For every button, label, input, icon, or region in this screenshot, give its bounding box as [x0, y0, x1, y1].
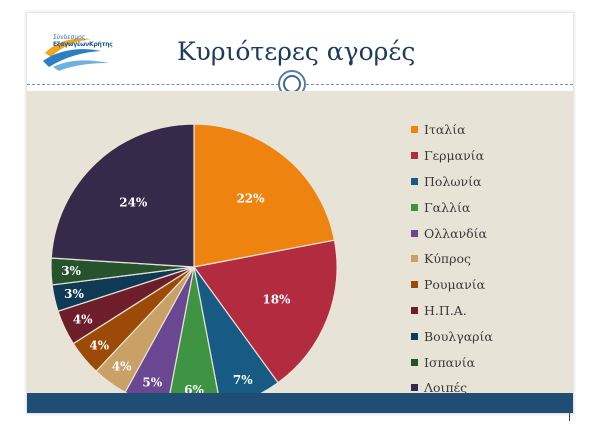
legend-item-8: Βουλγαρία	[411, 323, 561, 349]
pie-slice-label-1: 18%	[262, 293, 291, 307]
legend-swatch-4	[411, 229, 418, 237]
legend-swatch-5	[411, 255, 418, 263]
legend-item-6: Ρουμανία	[411, 272, 561, 298]
slide-header: Σύνδεσμος ΕξαγωγέωνΚρήτης Κυριότερες αγο…	[27, 13, 573, 98]
legend-item-5: Κύπρος	[411, 246, 561, 272]
legend-item-2: Πολωνία	[411, 169, 561, 195]
pie-slice-label-9: 3%	[61, 264, 81, 278]
legend-swatch-0	[411, 126, 418, 134]
legend-label-3: Γαλλία	[424, 199, 471, 215]
slide: Σύνδεσμος ΕξαγωγέωνΚρήτης Κυριότερες αγο…	[26, 12, 574, 414]
legend-item-0: Ιταλία	[411, 117, 561, 143]
pie-slice-label-4: 5%	[142, 376, 162, 390]
legend-swatch-10	[411, 384, 418, 392]
legend-label-7: Η.Π.Α.	[424, 302, 467, 318]
pie-slice-1	[192, 239, 338, 384]
legend-label-8: Βουλγαρία	[424, 328, 493, 344]
legend-swatch-8	[411, 332, 418, 340]
slide-title: Κυριότερες αγορές	[177, 37, 416, 66]
pie-slice-10	[50, 123, 195, 268]
pie-slice-label-2: 7%	[233, 373, 253, 387]
logo-line-2: ΕξαγωγέωνΚρήτης	[53, 41, 113, 48]
chart-legend: Ιταλία Γερμανία Πολωνία Γαλλία Ολλανδία Κύπρο…	[411, 117, 561, 401]
pie-slice-label-8: 3%	[64, 287, 84, 301]
pie-slice-label-7: 4%	[73, 312, 93, 326]
logo-line-1: Σύνδεσμος	[53, 34, 86, 41]
logo-text: Σύνδεσμος ΕξαγωγέωνΚρήτης	[53, 34, 143, 48]
legend-swatch-1	[411, 152, 418, 160]
legend-item-1: Γερμανία	[411, 143, 561, 169]
legend-item-4: Ολλανδία	[411, 220, 561, 246]
legend-item-3: Γαλλία	[411, 194, 561, 220]
legend-label-4: Ολλανδία	[424, 225, 488, 241]
pie-slice-2	[193, 266, 279, 393]
pie-slice-label-6: 4%	[89, 338, 109, 352]
pie-slice-0	[193, 123, 336, 268]
legend-swatch-6	[411, 281, 418, 289]
chart-area: 22% 18% 7% 6% 5% 4% 4% 4% 3% 3% 24%	[27, 91, 573, 393]
pie-slice-label-0: 22%	[236, 192, 265, 206]
legend-item-7: Η.Π.Α.	[411, 298, 561, 324]
pie-slice-label-5: 4%	[112, 360, 132, 374]
legend-label-0: Ιταλία	[424, 122, 466, 138]
pie-chart: 22%18%7%6%5%4%4%4%3%3%24%	[50, 123, 338, 393]
logo-icon	[43, 38, 109, 71]
legend-label-6: Ρουμανία	[424, 277, 486, 293]
pie-slice-3	[169, 266, 219, 393]
legend-label-1: Γερμανία	[424, 148, 485, 164]
legend-item-9: Ισπανία	[411, 349, 561, 375]
legend-swatch-9	[411, 358, 418, 366]
legend-label-9: Ισπανία	[424, 354, 476, 370]
legend-swatch-2	[411, 177, 418, 185]
legend-swatch-7	[411, 306, 418, 314]
legend-label-2: Πολωνία	[424, 173, 482, 189]
pie-slice-label-3: 6%	[184, 383, 204, 393]
page-edge-mark	[569, 409, 570, 421]
legend-swatch-3	[411, 203, 418, 211]
pie-slice-label-10: 24%	[119, 195, 148, 209]
legend-label-5: Κύπρος	[424, 251, 472, 267]
legend-item-10: Λοιπές	[411, 375, 561, 401]
legend-label-10: Λοιπές	[424, 380, 468, 396]
footer-bar	[27, 393, 573, 413]
